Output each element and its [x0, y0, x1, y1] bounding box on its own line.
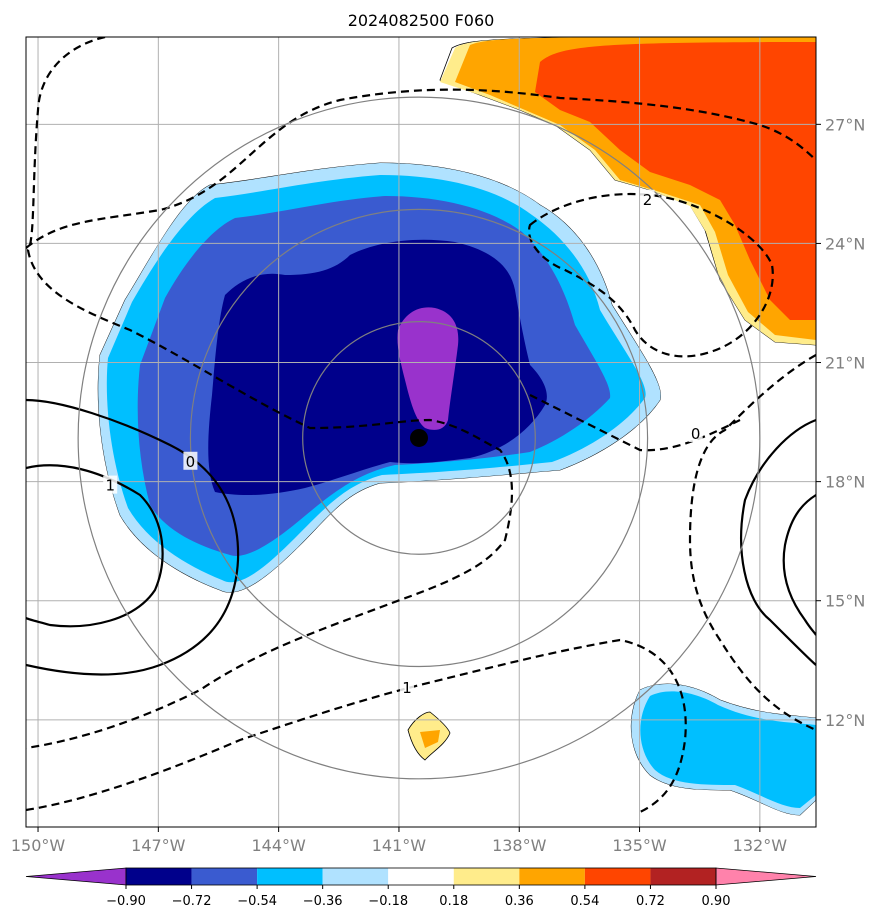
colorbar-tick-label: 0.72	[636, 894, 665, 909]
dashed-contour-north	[26, 88, 816, 249]
lat-tick-label: 12°N	[825, 711, 865, 730]
range-ring-2	[189, 208, 649, 668]
range-rings	[77, 96, 761, 780]
red-orange-field	[535, 42, 816, 320]
contour-label: 1	[402, 679, 412, 697]
colorbar-tick-label: −0.72	[172, 894, 212, 909]
colorbar-segment	[388, 868, 454, 885]
contour-label: 0	[691, 425, 701, 443]
contour-label-bg	[640, 189, 655, 208]
dashed-contour-label-zero	[529, 394, 741, 452]
contour-label-bg	[399, 678, 414, 697]
lon-tick-label: 138°W	[492, 836, 547, 855]
colorbar-segment	[584, 868, 651, 885]
colorbar-tick-label: 0.18	[439, 894, 468, 909]
colorbar-tick-label: 0.36	[505, 894, 534, 909]
lat-tick-label: 27°N	[825, 115, 865, 134]
contour-label: 1	[105, 477, 115, 495]
colorbar-segment	[191, 868, 258, 885]
map-area: 0 1 2 0 1	[26, 37, 816, 827]
colorbar-tick-label: 0.90	[702, 894, 731, 909]
colorbar-extend-low	[25, 867, 127, 886]
colorbar-tick-label: −0.36	[303, 894, 343, 909]
contours	[26, 37, 816, 813]
range-ring-3	[77, 96, 761, 780]
colorbar-tick-label: −0.90	[106, 894, 146, 909]
colorbar-tick-label: −0.54	[237, 894, 277, 909]
lon-tick-label: 147°W	[131, 836, 186, 855]
contour-label-bg	[688, 423, 703, 442]
lon-tick-label: 144°W	[251, 836, 306, 855]
small-orange-blob	[420, 730, 440, 748]
map-frame	[25, 36, 817, 828]
dashed-contour-west	[26, 37, 513, 750]
solid-contour-east-outer	[740, 418, 816, 666]
dashed-contour-south	[26, 638, 687, 813]
shaded-field	[97, 37, 816, 816]
navy-field	[208, 239, 547, 496]
lat-tick-label: 15°N	[825, 592, 865, 611]
map-title: 2024082500 F060	[348, 11, 495, 30]
contour-label: 0	[186, 453, 196, 471]
dashed-contour-east	[688, 354, 816, 732]
solid-contour-east-inner	[782, 494, 816, 636]
contour-label-bg	[103, 475, 118, 494]
colorbar-segment	[650, 868, 716, 885]
colorbar: −0.90 −0.72 −0.54 −0.36 −0.18 0.18 0.36 0.54 0.7…	[25, 867, 817, 909]
storm-center-marker	[409, 428, 428, 447]
purple-field	[397, 307, 459, 430]
storm-center	[409, 428, 428, 447]
colorbar-frame	[125, 867, 717, 886]
solid-contour-west-inner	[26, 464, 164, 628]
range-ring-1	[302, 321, 536, 555]
contour-labels: 0 1 2 0 1	[103, 189, 703, 697]
latitude-ticks: 12°N 15°N 18°N 21°N 24°N 27°N	[816, 115, 865, 730]
contour-label: 2	[643, 191, 653, 209]
colorbar-segment	[257, 868, 323, 885]
colorbar-extend-high	[715, 867, 817, 886]
colorbar-tick-label: 0.54	[570, 894, 599, 909]
lon-tick-label: 141°W	[372, 836, 427, 855]
contour-label-bg	[183, 451, 198, 470]
lon-tick-label: 150°W	[11, 836, 66, 855]
colorbar-segment	[519, 868, 585, 885]
longitude-ticks: 150°W 147°W 144°W 141°W 138°W 135°W 132°W	[11, 827, 787, 855]
colorbar-segment	[322, 868, 389, 885]
colorbar-tick-label: −0.18	[368, 894, 408, 909]
dashed-contour-ridge	[527, 192, 774, 358]
lat-tick-label: 18°N	[825, 473, 865, 492]
lon-tick-label: 132°W	[733, 836, 788, 855]
lat-tick-label: 24°N	[825, 234, 865, 253]
colorbar-segment	[126, 868, 192, 885]
lon-tick-label: 135°W	[612, 836, 667, 855]
cyan-field-se	[640, 691, 816, 808]
lat-tick-label: 21°N	[825, 354, 865, 373]
colorbar-segment	[453, 868, 520, 885]
solid-contour-west-outer	[26, 398, 240, 676]
